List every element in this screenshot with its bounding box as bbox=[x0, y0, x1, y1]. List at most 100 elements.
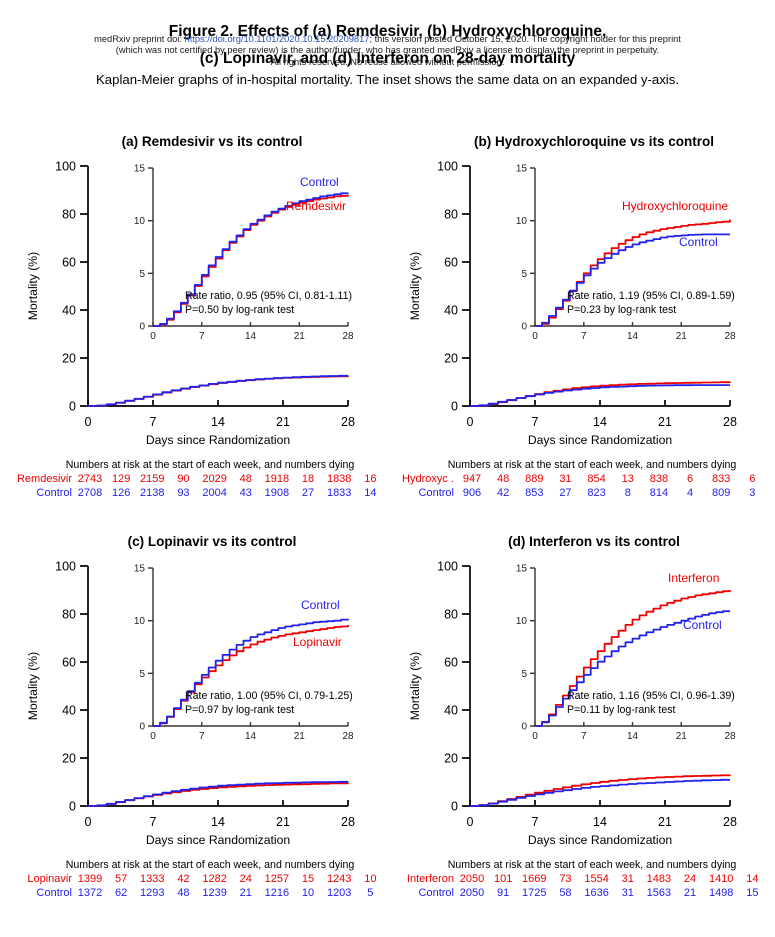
main-y-tick-label: 100 bbox=[437, 560, 458, 574]
risk-value: 43 bbox=[239, 487, 252, 499]
main-x-tick-label: 14 bbox=[593, 415, 607, 429]
inset-x-tick-label: 14 bbox=[245, 731, 257, 742]
main-km-curve-control bbox=[470, 384, 730, 407]
risk-value: 1372 bbox=[77, 887, 103, 899]
risk-value: 2743 bbox=[77, 473, 103, 485]
risk-value: 31 bbox=[621, 873, 634, 885]
risk-value: 24 bbox=[239, 873, 252, 885]
risk-value: 4 bbox=[686, 487, 694, 499]
risk-value: 1833 bbox=[326, 487, 352, 499]
risk-value: 853 bbox=[525, 487, 544, 499]
risk-value: 90 bbox=[177, 473, 190, 485]
main-y-tick-label: 80 bbox=[62, 208, 76, 222]
risk-row-label: Remdesivir bbox=[16, 473, 72, 485]
panel-title: (a) Remdesivir vs its control bbox=[121, 134, 303, 149]
risk-value: 2159 bbox=[140, 473, 165, 485]
inset-x-tick-label: 7 bbox=[581, 731, 587, 742]
inset-x-tick-label: 28 bbox=[342, 331, 354, 342]
main-x-tick-label: 21 bbox=[276, 815, 290, 829]
risk-table-header: Numbers at risk at the start of each wee… bbox=[65, 859, 355, 871]
risk-value: 93 bbox=[177, 487, 190, 499]
inset-x-tick-label: 28 bbox=[724, 731, 736, 742]
risk-value: 1239 bbox=[202, 887, 227, 899]
inset-km-curve-control bbox=[153, 618, 349, 727]
inset-km-curve-control bbox=[535, 233, 730, 327]
risk-value: 889 bbox=[525, 473, 544, 485]
km-plot: 0 5 10 15 0 7 14 21 28 0 20 40 60 80 100 0 7 14 21 28 bbox=[437, 560, 737, 830]
main-x-tick-label: 0 bbox=[85, 815, 92, 829]
inset-x-tick-label: 7 bbox=[581, 331, 587, 342]
risk-value: 1216 bbox=[264, 887, 290, 899]
risk-value: 809 bbox=[712, 487, 731, 499]
x-axis-label: Days since Randomization bbox=[145, 833, 291, 847]
inset-y-tick-label: 5 bbox=[139, 669, 145, 680]
main-x-tick-label: 7 bbox=[532, 815, 539, 829]
y-axis-label: Mortality (%) bbox=[26, 251, 40, 321]
inset-x-tick-label: 21 bbox=[676, 731, 688, 742]
main-y-tick-label: 0 bbox=[451, 400, 458, 414]
figure-title: Figure 2. Effects of (a) Remdesivir, (b)… bbox=[0, 19, 775, 72]
inset-x-tick-label: 21 bbox=[294, 731, 306, 742]
risk-value: 10 bbox=[301, 887, 315, 899]
risk-value: 42 bbox=[497, 487, 510, 499]
x-axis-label: Days since Randomization bbox=[527, 833, 673, 847]
panel-title: (b) Hydroxychloroquine vs its control bbox=[473, 134, 715, 149]
risk-value: 8 bbox=[624, 487, 631, 499]
risk-table-header: Numbers at risk at the start of each wee… bbox=[447, 859, 737, 871]
risk-value: 854 bbox=[587, 473, 606, 485]
main-y-tick-label: 40 bbox=[62, 704, 76, 718]
main-x-tick-label: 21 bbox=[276, 415, 290, 429]
risk-value: 31 bbox=[559, 473, 572, 485]
risk-row-label: Interferon bbox=[406, 873, 454, 885]
main-x-tick-label: 7 bbox=[532, 415, 539, 429]
risk-value: 1725 bbox=[522, 887, 547, 899]
main-y-tick-label: 40 bbox=[444, 304, 458, 318]
watermark-doi-prefix: medRxiv preprint doi: bbox=[94, 34, 185, 44]
main-km-curve-control bbox=[88, 374, 349, 407]
y-axis-label: Mortality (%) bbox=[408, 651, 422, 721]
main-x-tick-label: 28 bbox=[341, 815, 355, 829]
panel-title: (d) Interferon vs its control bbox=[508, 534, 680, 549]
inset-y-tick-label: 10 bbox=[134, 616, 146, 627]
risk-value: 13 bbox=[621, 473, 634, 485]
main-y-tick-label: 100 bbox=[55, 160, 76, 174]
risk-value: 10 bbox=[364, 873, 377, 885]
inset-x-tick-label: 28 bbox=[724, 331, 736, 342]
risk-value: 2004 bbox=[202, 487, 227, 499]
risk-value: 48 bbox=[177, 887, 190, 899]
main-km-curve-control bbox=[88, 780, 349, 807]
risk-value: 1498 bbox=[708, 887, 734, 899]
risk-row-control: Control 2708 126 2138 93 2004 43 1908 27 1833 14 bbox=[18, 487, 390, 500]
risk-value: 1554 bbox=[584, 873, 609, 885]
risk-value: 3 bbox=[749, 487, 756, 499]
rate-ratio-annotation: Rate ratio, 0.95 (95% CI, 0.81-1.11) P=0… bbox=[185, 290, 352, 317]
risk-value: 62 bbox=[115, 887, 128, 899]
risk-value: 2029 bbox=[202, 473, 227, 485]
doi-link[interactable]: https://doi.org/10.1101/2020.10.15.20209… bbox=[184, 34, 370, 44]
risk-value: 6 bbox=[686, 473, 694, 485]
inset-y-tick-label: 15 bbox=[134, 164, 146, 175]
inset-x-tick-label: 0 bbox=[532, 331, 538, 342]
risk-value: 27 bbox=[559, 487, 572, 499]
main-axes bbox=[469, 566, 730, 807]
main-y-tick-label: 0 bbox=[69, 400, 76, 414]
risk-value: 58 bbox=[559, 887, 572, 899]
figure-title-line1: Figure 2. Effects of (a) Remdesivir, (b)… bbox=[168, 23, 607, 40]
risk-value: 1282 bbox=[202, 873, 227, 885]
inset-y-tick-label: 5 bbox=[139, 269, 145, 280]
main-x-tick-label: 7 bbox=[150, 415, 157, 429]
inset-y-tick-label: 0 bbox=[521, 322, 527, 333]
km-plot: 0 5 10 15 0 7 14 21 28 0 20 40 60 80 100 0 7 14 21 28 bbox=[55, 560, 355, 830]
risk-value: 823 bbox=[587, 487, 606, 499]
risk-value: 833 bbox=[712, 473, 731, 485]
main-y-tick-label: 100 bbox=[55, 560, 76, 574]
watermark-line2: (which was not certified by peer review)… bbox=[115, 45, 660, 56]
main-x-tick-label: 0 bbox=[467, 415, 474, 429]
km-plot: 0 5 10 15 0 7 14 21 28 0 20 40 60 80 100 0 7 14 21 28 bbox=[55, 160, 355, 430]
risk-row-label: Control bbox=[418, 887, 454, 899]
risk-value: 57 bbox=[115, 873, 128, 885]
risk-row-treatment: Interferon 2050 101 1669 73 1554 31 1483 24 1410 1… bbox=[400, 873, 772, 886]
watermark-doi-suffix: ; this version posted October 15, 2020. … bbox=[369, 34, 681, 44]
main-y-tick-label: 40 bbox=[444, 704, 458, 718]
medrxiv-watermark: medRxiv preprint doi: https://doi.org/10… bbox=[0, 34, 775, 68]
